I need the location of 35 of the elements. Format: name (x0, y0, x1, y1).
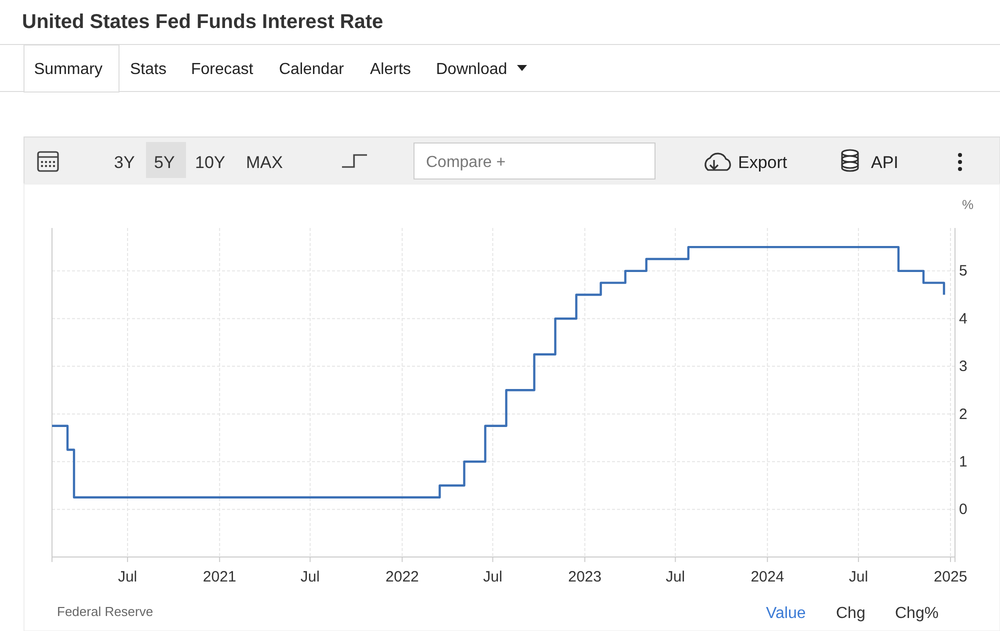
text: Summary (34, 61, 102, 78)
chart-title: United States Fed Funds Interest Rate (22, 11, 384, 33)
x-tick-label: 2024 (750, 568, 784, 586)
y-tick-label: 0 (959, 501, 968, 518)
x-tick-label: Jul (483, 568, 502, 586)
x-tick-label: Jul (848, 568, 868, 586)
y-tick-label: 1 (959, 453, 968, 470)
y-tick-label: 3 (959, 358, 968, 376)
text: 5Y (154, 153, 175, 172)
y-tick-label: 4 (959, 310, 968, 328)
y-axis-title: % (962, 197, 974, 212)
text: API (871, 153, 898, 172)
y-tick-label: 2 (959, 406, 968, 423)
x-tick-label: 2023 (568, 568, 602, 586)
text: MAX (246, 153, 283, 172)
text: Chg% (895, 605, 939, 622)
text: Stats (130, 61, 166, 78)
text: Export (738, 153, 788, 172)
x-tick-label: Jul (666, 568, 685, 586)
text: 3Y (114, 153, 135, 172)
text: Federal Reserve (57, 604, 154, 619)
text: Compare + (426, 154, 506, 171)
text: Forecast (191, 61, 254, 78)
text: Download (436, 61, 508, 78)
x-tick-label: Jul (300, 568, 320, 586)
x-tick-label: 2022 (386, 568, 419, 586)
text: Value (766, 605, 806, 622)
text: 10Y (195, 153, 226, 172)
x-tick-label: Jul (118, 568, 138, 586)
x-tick-label: 2025 (934, 568, 968, 586)
text: Chg (836, 605, 866, 622)
text: Calendar (279, 61, 345, 78)
text: Alerts (370, 61, 411, 78)
x-tick-label: 2021 (202, 568, 236, 586)
y-tick-label: 5 (959, 262, 968, 280)
